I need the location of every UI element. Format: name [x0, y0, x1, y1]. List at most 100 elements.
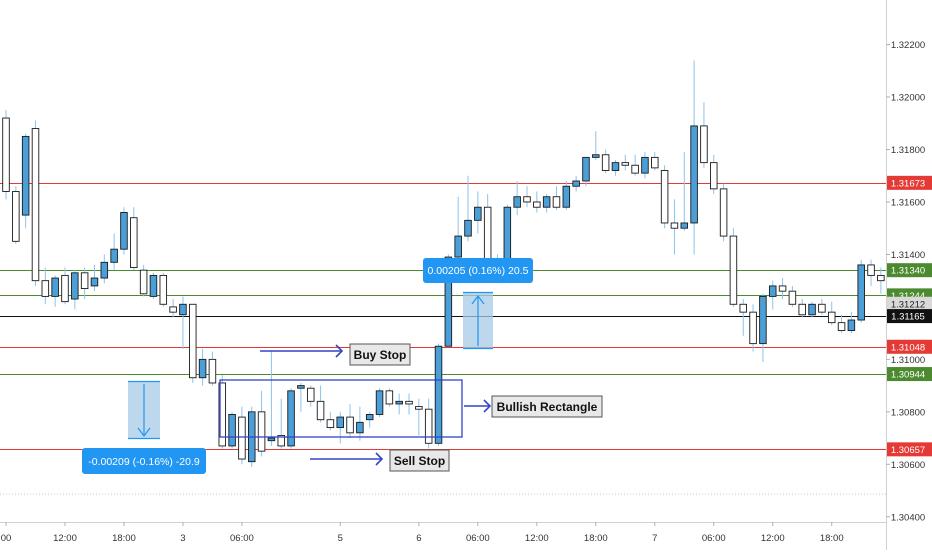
price-badge-green: [887, 263, 932, 278]
time-tick-label: 06:00: [702, 533, 726, 544]
candle-body: [739, 303, 748, 313]
candle: [356, 406, 364, 441]
price-tick-label: 1.31800: [891, 145, 925, 156]
candle: [365, 411, 374, 428]
price-badge-label: 1.31673: [891, 178, 925, 189]
candle: [130, 207, 138, 271]
measure-label-up: 0.00205 (0.16%) 20.5: [428, 265, 529, 277]
candle-body: [51, 277, 59, 297]
candle-body: [356, 421, 364, 434]
candle: [837, 314, 846, 334]
price-badge-black: [887, 309, 932, 324]
candle-body: [542, 196, 551, 208]
candle-body: [798, 303, 806, 316]
candle: [395, 393, 403, 415]
sell-stop-label-bg: [389, 449, 450, 472]
candle-body: [415, 406, 423, 410]
candle-body: [749, 311, 757, 345]
candle: [90, 264, 99, 292]
candle: [523, 186, 531, 208]
candle-body: [847, 319, 856, 331]
candle-body: [90, 277, 99, 287]
time-tick-label: 3: [180, 533, 185, 544]
candle-body: [533, 201, 541, 208]
measure-label-down: -0.00209 (-0.16%) -20.9: [88, 456, 200, 468]
candle: [592, 131, 600, 161]
measure-label-down-bg: [82, 448, 206, 474]
candle-body: [189, 303, 197, 379]
candle-body: [670, 222, 679, 229]
candle-body: [660, 170, 669, 224]
candle-body: [513, 196, 521, 208]
candle-body: [385, 390, 394, 405]
candle-body: [257, 411, 266, 452]
candle-body: [719, 188, 728, 237]
candle: [169, 299, 177, 318]
candle: [621, 154, 630, 171]
candle: [631, 154, 639, 176]
candle-body: [788, 290, 797, 305]
candle-body: [700, 125, 708, 164]
candle-body: [12, 191, 20, 242]
candle: [218, 375, 227, 449]
price-tick-label: 1.32200: [891, 40, 925, 51]
candle: [228, 411, 236, 449]
price-badge-label: 1.31048: [891, 342, 925, 353]
candle: [238, 406, 246, 465]
candle: [670, 199, 679, 255]
candle: [208, 351, 217, 386]
candle: [818, 299, 826, 315]
candle-body: [208, 358, 217, 384]
candle: [21, 133, 30, 229]
candle-body: [562, 185, 571, 208]
candle-body: [857, 264, 865, 321]
candle-body: [159, 274, 168, 305]
time-tick-label: 06:00: [466, 533, 490, 544]
candle: [641, 152, 649, 179]
candle: [159, 272, 168, 307]
candle: [680, 152, 689, 231]
candle-body: [768, 285, 777, 297]
candle-body: [690, 125, 698, 224]
price-tick-label: 1.31600: [891, 197, 925, 208]
candle-body: [375, 390, 384, 415]
time-tick-label: 12:00: [761, 533, 785, 544]
candle-body: [680, 222, 689, 229]
candle: [434, 343, 443, 446]
candle: [179, 296, 187, 349]
candle-body: [405, 400, 413, 405]
candle-body: [61, 274, 69, 303]
candle-body: [729, 235, 738, 305]
candle-body: [31, 128, 40, 282]
candle: [346, 403, 354, 439]
price-badge-gray: [887, 296, 932, 311]
candle-body: [80, 272, 89, 289]
candle: [542, 194, 551, 213]
candle: [287, 388, 295, 449]
measure-up-arrow-head-icon: [471, 295, 485, 305]
candle: [454, 196, 462, 260]
time-tick-label: 6: [416, 533, 421, 544]
candle: [710, 154, 718, 195]
time-tick-label: 00: [1, 533, 12, 544]
candle-body: [267, 437, 276, 442]
candle-body: [601, 154, 610, 171]
candle-body: [198, 358, 207, 379]
candle-body: [336, 416, 344, 429]
candle-body: [238, 416, 246, 460]
candle: [533, 191, 541, 213]
sell-stop-arrow-head-icon: [375, 452, 384, 466]
candle-body: [326, 419, 335, 429]
candle-body: [621, 162, 630, 166]
candle-body: [867, 264, 875, 276]
price-badge-red: [887, 175, 932, 190]
candle: [120, 207, 128, 255]
candle: [729, 228, 738, 307]
time-tick-label: 06:00: [230, 533, 254, 544]
time-tick-label: 12:00: [53, 533, 77, 544]
candle: [798, 299, 806, 318]
candle: [847, 312, 856, 334]
price-badge-label: 1.31165: [891, 312, 925, 323]
candle: [41, 267, 50, 305]
